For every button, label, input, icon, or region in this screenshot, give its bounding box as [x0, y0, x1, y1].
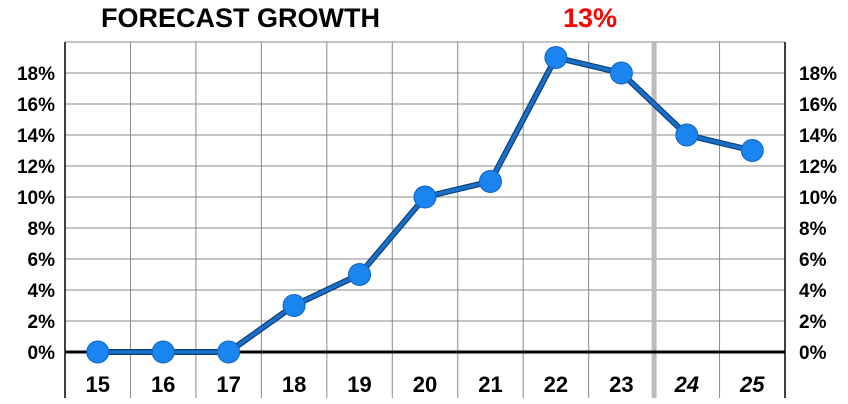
chart-title-group: FORECAST GROWTH 13%	[101, 3, 617, 33]
x-tick-label: 24	[674, 372, 699, 397]
x-tick-label: 22	[544, 372, 568, 397]
y-tick-label-left: 4%	[28, 281, 56, 302]
chart-title-value: 13%	[563, 3, 617, 33]
y-tick-label-left: 14%	[17, 126, 55, 147]
data-point	[413, 185, 437, 209]
data-point	[348, 263, 372, 286]
grid-lines	[65, 41, 785, 398]
y-tick-label-right: 14%	[799, 126, 837, 147]
y-tick-label-left: 10%	[17, 188, 55, 209]
y-tick-label-left: 0%	[28, 343, 56, 364]
y-tick-label-right: 0%	[799, 343, 827, 364]
x-tick-label: 23	[609, 372, 633, 397]
x-tick-label: 21	[478, 372, 502, 397]
y-tick-label-right: 2%	[799, 312, 827, 333]
data-point	[478, 170, 502, 193]
x-tick-label: 19	[347, 372, 371, 397]
data-point	[86, 340, 110, 364]
y-tick-label-right: 4%	[799, 281, 827, 302]
x-tick-label: 15	[85, 372, 109, 397]
x-axis-ticks: 15 16 17 18 19 20 21 22 23 24 25	[85, 372, 765, 397]
y-tick-label-left: 18%	[17, 64, 55, 85]
y-tick-label-left: 16%	[17, 95, 55, 116]
y-tick-label-right: 12%	[799, 157, 837, 178]
y-axis-ticks: 0% 0% 2% 2% 4% 4% 6% 6% 8% 8% 10% 10% 12% 12% 14% 14% 16…	[17, 64, 837, 364]
chart-title: FORECAST GROWTH	[101, 3, 380, 33]
x-tick-label: 25	[739, 372, 765, 397]
y-tick-label-left: 6%	[28, 250, 56, 271]
data-point	[740, 139, 764, 162]
y-tick-label-left: 12%	[17, 157, 55, 178]
data-point	[282, 294, 306, 317]
data-point	[151, 340, 175, 364]
plot-frame	[64, 42, 786, 398]
y-tick-label-left: 2%	[28, 312, 56, 333]
y-tick-label-right: 18%	[799, 64, 837, 85]
x-tick-label: 16	[151, 372, 175, 397]
y-tick-label-right: 6%	[799, 250, 827, 271]
x-tick-label: 18	[282, 372, 306, 397]
x-tick-label: 20	[413, 372, 437, 397]
x-tick-label: 17	[216, 372, 240, 397]
y-tick-label-right: 10%	[799, 188, 837, 209]
y-tick-label-right: 8%	[799, 219, 827, 240]
series-layer	[86, 46, 764, 364]
data-point	[217, 340, 241, 364]
y-tick-label-left: 8%	[28, 219, 56, 240]
data-point	[544, 46, 568, 69]
data-point	[609, 61, 633, 85]
y-tick-label-right: 16%	[799, 95, 837, 116]
data-point	[675, 123, 699, 147]
